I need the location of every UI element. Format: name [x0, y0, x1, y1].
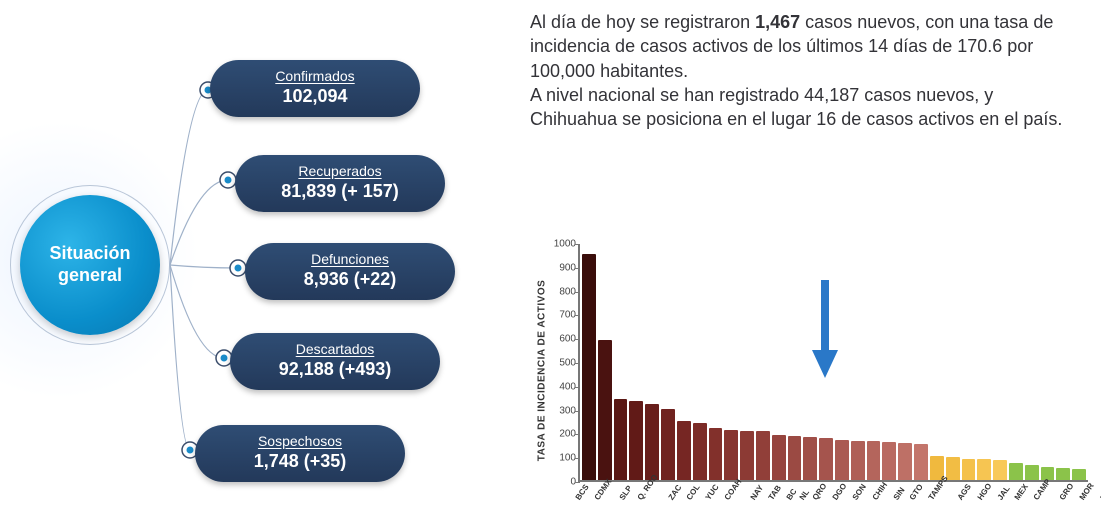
stat-pill-value: 92,188 (+493): [279, 359, 392, 379]
stat-pill-1: Recuperados 81,839 (+ 157): [235, 155, 445, 212]
chart-bars: [580, 244, 1088, 480]
bar-SON: [803, 437, 817, 480]
situation-infographic: Situación general Confirmados 102,094 Recu…: [0, 0, 500, 528]
bar-HGO: [898, 443, 912, 480]
hub-line1: Situación: [49, 243, 130, 263]
bar-Q. ROO: [629, 401, 643, 480]
stat-pill-2: Defunciones 8,936 (+22): [245, 243, 455, 300]
ytick-label: 0: [548, 477, 576, 488]
bar-SLP: [614, 399, 628, 480]
chart-ylabel-text: TASA DE INCIDENCIA DE ACTIVOS: [537, 279, 548, 461]
bar-AGS: [882, 442, 896, 480]
bar-TAMPS: [867, 441, 881, 480]
para-t1: Al día de hoy se registraron: [530, 12, 755, 32]
summary-paragraph: Al día de hoy se registraron 1,467 casos…: [530, 10, 1075, 131]
bar-TAB: [724, 430, 738, 480]
stat-pill-3: Descartados 92,188 (+493): [230, 333, 440, 390]
bar-ZAC: [645, 404, 659, 480]
bar-PUE: [1025, 465, 1039, 480]
stat-pill-label: Descartados: [254, 341, 416, 357]
bar-SIN: [835, 440, 849, 480]
bar-GRO: [962, 459, 976, 480]
stat-pill-value: 81,839 (+ 157): [281, 181, 399, 201]
ytick-label: 600: [548, 334, 576, 345]
stat-pill-value: 1,748 (+35): [254, 451, 347, 471]
bar-COL: [661, 409, 675, 480]
bar-NL: [756, 431, 770, 480]
ytick-label: 800: [548, 286, 576, 297]
bar-QRO: [772, 435, 786, 480]
bar-CDMX: [598, 340, 612, 480]
hub-circle: Situación general: [20, 195, 160, 335]
stat-pill-label: Sospechosos: [219, 433, 381, 449]
para-t3: A nivel nacional se han registrado 44,18…: [530, 85, 1062, 129]
bar-VER: [1056, 468, 1070, 480]
stat-pill-value: 8,936 (+22): [304, 269, 397, 289]
ytick-label: 900: [548, 262, 576, 273]
ytick-label: 400: [548, 381, 576, 392]
ytick-label: 1000: [548, 239, 576, 250]
bar-TLAX: [993, 460, 1007, 480]
bar-MOR: [977, 459, 991, 480]
stat-pill-4: Sospechosos 1,748 (+35): [195, 425, 405, 482]
bar-CAMP: [946, 457, 960, 480]
bar-CHIH: [819, 438, 833, 480]
bar-COAH: [693, 423, 707, 480]
bar-BCS: [582, 254, 596, 480]
para-bold-newcases: 1,467: [755, 12, 800, 32]
bar-CHIS: [1072, 469, 1086, 480]
ytick-label: 100: [548, 453, 576, 464]
incidence-bar-chart: TASA DE INCIDENCIA DE ACTIVOS 0100200300…: [530, 240, 1095, 525]
stat-pill-label: Recuperados: [259, 163, 421, 179]
stat-pill-0: Confirmados 102,094: [210, 60, 420, 117]
chart-plot-area: 01002003004005006007008009001000: [578, 244, 1088, 482]
bar-GTO: [851, 441, 865, 480]
bar-JAL: [914, 444, 928, 480]
chart-x-labels: BCSCDMXSLPQ. ROOZACCOLYUCCOAHNAYTABBCNLQ…: [578, 484, 1088, 524]
stat-pill-value: 102,094: [282, 86, 347, 106]
bar-DGO: [788, 436, 802, 480]
stat-pill-label: Defunciones: [269, 251, 431, 267]
stat-pill-label: Confirmados: [234, 68, 396, 84]
ytick-label: 700: [548, 310, 576, 321]
ytick-label: 300: [548, 405, 576, 416]
bar-NAY: [709, 428, 723, 480]
ytick-label: 500: [548, 358, 576, 369]
bar-BC: [740, 431, 754, 480]
ytick-label: 200: [548, 429, 576, 440]
bar-YUC: [677, 421, 691, 481]
bar-OAX: [1009, 463, 1023, 480]
hub-line2: general: [58, 265, 122, 285]
